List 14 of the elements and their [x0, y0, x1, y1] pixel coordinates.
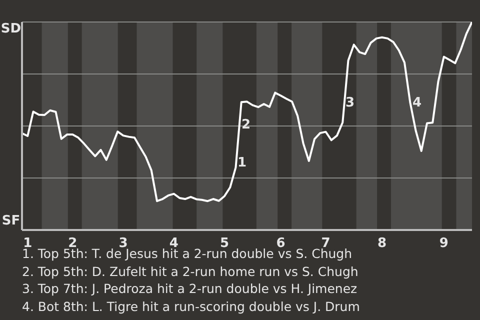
text: SF: [2, 214, 20, 228]
x-tick-label: 9: [439, 236, 448, 252]
x-tick-label: 3: [118, 236, 128, 252]
annotation: 4: [412, 96, 422, 110]
text: 4. Bot 8th: L. Tigre hit a run-scoring double vs J. Drum: [22, 298, 360, 315]
text: SD: [0, 22, 22, 36]
x-tick-label: 5: [220, 236, 230, 252]
x-tick-label: 6: [276, 236, 286, 252]
text: 3. Top 7th: J. Pedroza hit a 2-run double vs H. Jimenez: [22, 280, 358, 298]
annotation: 3: [345, 96, 355, 110]
annotation: 2: [241, 118, 251, 132]
x-tick-label: 8: [377, 236, 387, 252]
text: 2. Top 5th: D. Zufelt hit a 2-run home run vs S. Chugh: [22, 262, 360, 280]
annotation: 1: [237, 156, 247, 170]
